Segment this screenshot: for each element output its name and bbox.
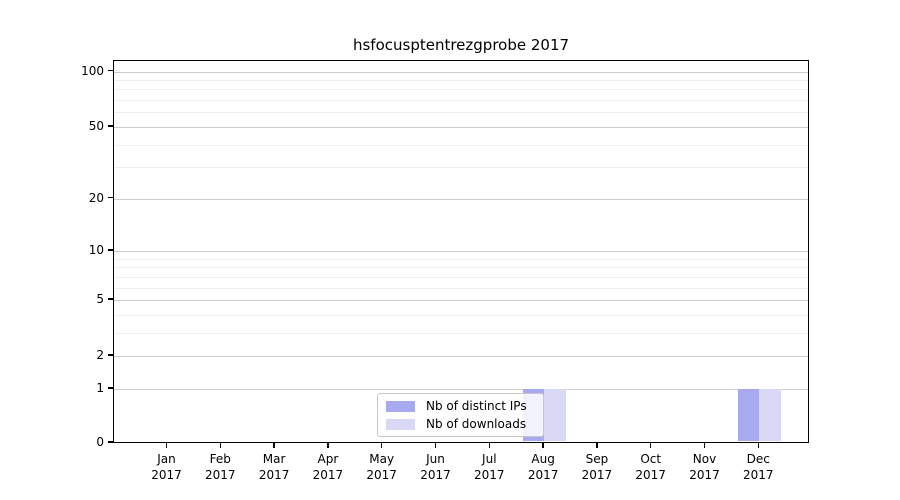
x-tick-label: Jul 2017	[474, 452, 505, 482]
legend-item-distinct-ips: Nb of distinct IPs	[386, 399, 543, 414]
x-tick-label: Apr 2017	[312, 452, 344, 482]
minor-gridline	[114, 314, 808, 316]
minor-gridline	[114, 258, 808, 260]
y-axis-tick	[108, 125, 113, 127]
plot-area	[113, 60, 809, 443]
downloads-swatch	[386, 418, 415, 430]
y-tick-label: 100	[81, 63, 104, 78]
major-gridline	[114, 126, 808, 128]
y-axis-tick	[108, 69, 113, 72]
x-tick-label: Dec 2017	[743, 452, 774, 482]
bar-downloads	[544, 388, 566, 442]
bar-distinct-ips	[737, 388, 760, 442]
minor-gridline	[114, 100, 808, 102]
x-axis-tick	[703, 443, 706, 448]
x-axis-tick	[165, 443, 168, 448]
distinct-ips-swatch	[386, 400, 415, 412]
y-axis-tick	[108, 354, 113, 356]
x-tick-label: May 2017	[366, 452, 397, 482]
y-tick-label: 10	[88, 242, 104, 257]
major-gridline	[114, 198, 808, 200]
legend-label: Nb of downloads	[426, 417, 527, 431]
x-tick-label: Jun 2017	[420, 452, 451, 482]
x-tick-label: Feb 2017	[205, 452, 236, 482]
minor-gridline	[114, 89, 808, 91]
y-tick-label: 1	[96, 380, 104, 395]
x-tick-label: Sep 2017	[581, 452, 613, 482]
y-axis-tick	[108, 387, 113, 389]
x-axis-tick	[757, 443, 759, 448]
y-axis-tick	[108, 298, 113, 300]
y-axis-tick	[108, 196, 113, 199]
y-tick-label: 2	[96, 348, 104, 363]
y-tick-label: 50	[88, 118, 104, 133]
minor-gridline	[114, 267, 808, 269]
minor-gridline	[114, 287, 808, 289]
x-axis-tick	[219, 443, 221, 448]
x-tick-label: Nov 2017	[689, 452, 720, 482]
minor-gridline	[114, 80, 808, 82]
y-axis-tick	[108, 441, 113, 443]
x-axis-tick	[650, 443, 652, 448]
chart-title: hsfocusptentrezgprobe 2017	[352, 36, 570, 54]
legend-item-downloads: Nb of downloads	[386, 417, 543, 432]
major-gridline	[114, 356, 808, 358]
y-axis-tick	[108, 249, 113, 251]
y-tick-label: 0	[96, 435, 104, 449]
x-axis-tick	[381, 443, 383, 448]
x-tick-label: Jan 2017	[151, 452, 182, 482]
x-axis-tick	[273, 443, 275, 448]
minor-gridline	[114, 144, 808, 146]
minor-gridline	[114, 332, 808, 334]
legend-label: Nb of distinct IPs	[426, 399, 527, 413]
major-gridline	[114, 388, 808, 390]
x-tick-label: Mar 2017	[258, 452, 290, 482]
legend: Nb of distinct IPs Nb of downloads	[377, 393, 544, 437]
y-tick-label: 5	[96, 292, 104, 307]
x-tick-label: Oct 2017	[635, 452, 666, 482]
x-axis-tick	[488, 443, 490, 448]
major-gridline	[114, 71, 808, 73]
x-tick-label: Aug 2017	[527, 452, 559, 482]
x-axis-tick	[542, 443, 544, 448]
x-axis-tick	[596, 443, 598, 448]
minor-gridline	[114, 112, 808, 114]
minor-gridline	[114, 276, 808, 278]
x-axis-tick	[327, 443, 329, 448]
bar-downloads	[759, 388, 781, 442]
y-tick-label: 20	[88, 190, 104, 205]
major-gridline	[114, 250, 808, 252]
major-gridline	[114, 300, 808, 302]
minor-gridline	[114, 167, 808, 169]
x-axis-tick	[434, 443, 437, 448]
